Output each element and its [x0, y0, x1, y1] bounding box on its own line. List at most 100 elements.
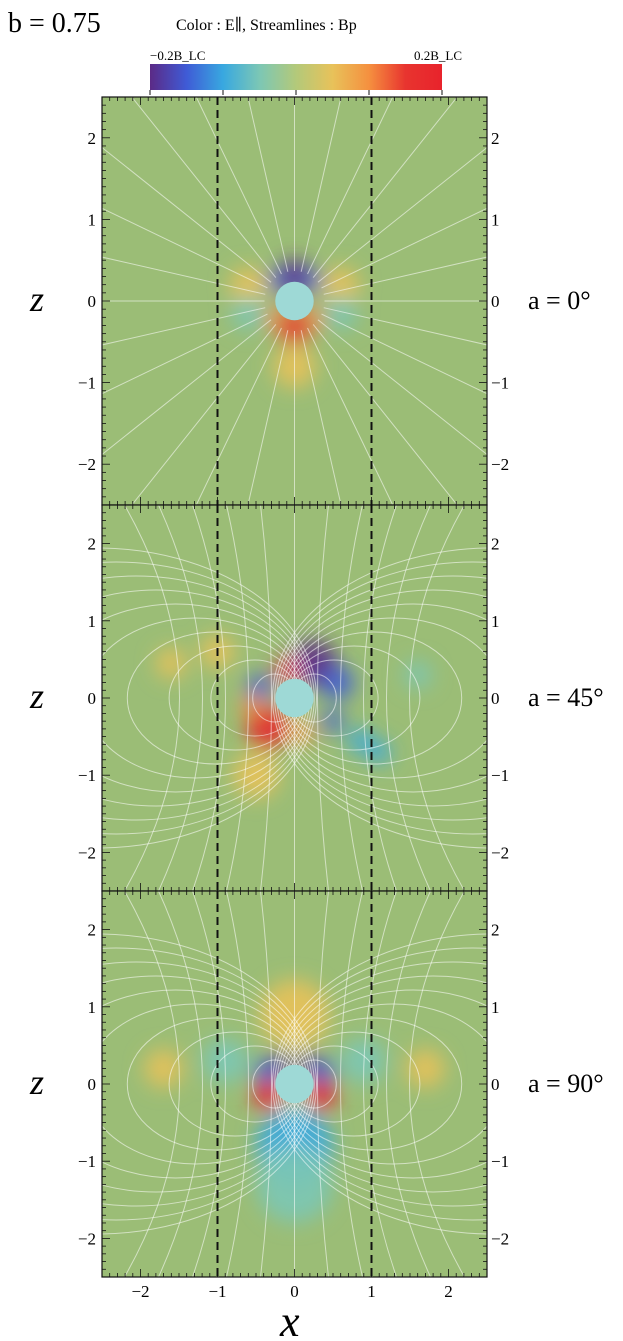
- field-blob: [406, 1049, 445, 1088]
- streamline: [363, 505, 397, 891]
- star-disk: [275, 678, 314, 718]
- panel-title: a = 45°: [528, 683, 604, 712]
- x-tick-label: 0: [290, 1282, 299, 1301]
- streamline: [102, 319, 272, 456]
- colorbar-gradient: [150, 64, 442, 90]
- streamline: [317, 146, 487, 283]
- streamline: [272, 547, 487, 849]
- y-tick-label: 1: [88, 210, 97, 229]
- axis-ticks: [101, 96, 488, 506]
- streamline: [102, 547, 317, 849]
- field-blob: [347, 728, 373, 753]
- streamline: [409, 891, 465, 1277]
- streamline: [195, 97, 282, 275]
- streamline: [102, 933, 317, 1235]
- field-blob: [231, 296, 266, 331]
- panel-plot-area: [102, 891, 487, 1277]
- streamline: [102, 146, 272, 283]
- streamline: [340, 505, 363, 891]
- y-tick-label: 0: [88, 689, 97, 708]
- streamline: [158, 505, 203, 891]
- field-blob: [277, 310, 312, 345]
- right-tick-label: −2: [491, 843, 509, 862]
- y-tick-label: −1: [78, 374, 96, 393]
- y-tick-label: 0: [88, 292, 97, 311]
- field-blob: [321, 267, 360, 306]
- y-tick-label: 2: [88, 535, 97, 554]
- streamline: [272, 933, 487, 1235]
- y-tick-label: −1: [78, 1152, 96, 1171]
- streamline: [260, 505, 272, 891]
- right-tick-label: 0: [491, 689, 500, 708]
- streamline: [312, 324, 458, 505]
- streamline: [274, 947, 487, 1221]
- streamline: [226, 891, 249, 1277]
- streamline: [300, 330, 342, 505]
- y-tick-label: −2: [78, 1229, 96, 1248]
- x-tick-label: 1: [367, 1282, 376, 1301]
- axis-ticks: [101, 890, 488, 1278]
- streamlines: [102, 891, 487, 1277]
- streamline: [321, 313, 487, 395]
- y-tick-label: 1: [88, 612, 97, 631]
- star-disk: [275, 281, 314, 321]
- streamline: [386, 505, 431, 891]
- streamline: [307, 327, 394, 505]
- panel-plot-area: [102, 505, 487, 891]
- streamline: [317, 319, 487, 456]
- field-blob: [323, 296, 358, 331]
- colorbar-min-label: −0.2B_LC: [150, 48, 205, 63]
- y-tick-label: 1: [88, 998, 97, 1017]
- field-blob: [319, 665, 354, 700]
- streamline: [260, 891, 272, 1277]
- y-tick-label: −2: [78, 843, 96, 862]
- y-axis-label: z: [29, 279, 44, 319]
- field-blob: [155, 647, 187, 679]
- x-tick-label: −2: [131, 1282, 149, 1301]
- right-tick-label: 2: [491, 535, 500, 554]
- right-tick-label: 2: [491, 921, 500, 940]
- streamline: [321, 207, 487, 289]
- panel-plot-area: [102, 97, 487, 505]
- streamline: [124, 891, 180, 1277]
- streamline: [158, 891, 203, 1277]
- y-tick-label: −2: [78, 455, 96, 474]
- x-tick-label: −1: [208, 1282, 226, 1301]
- streamline: [102, 561, 315, 835]
- panel-0: −2 −1 0 1 2 −2 −1 0 1 2 z a = 0°: [29, 96, 591, 506]
- right-tick-label: 0: [491, 1075, 500, 1094]
- right-tick-label: −1: [491, 374, 509, 393]
- streamline: [386, 891, 431, 1277]
- right-tick-label: −1: [491, 766, 509, 785]
- y-tick-label: 2: [88, 129, 97, 148]
- panel-title: a = 0°: [528, 286, 591, 315]
- field-blob: [229, 267, 268, 306]
- streamline: [192, 505, 226, 891]
- right-tick-label: 1: [491, 210, 500, 229]
- field-blob: [144, 1049, 183, 1088]
- axis-ticks: [101, 504, 488, 892]
- streamline: [124, 505, 180, 891]
- streamline: [226, 505, 249, 891]
- streamline: [247, 330, 289, 505]
- star-disk: [275, 1064, 314, 1104]
- param-label: b = 0.75: [8, 8, 101, 39]
- streamline: [192, 891, 226, 1277]
- streamline: [300, 97, 342, 272]
- right-tick-label: 1: [491, 612, 500, 631]
- right-tick-label: −2: [491, 1229, 509, 1248]
- streamline: [131, 97, 277, 278]
- y-tick-label: 0: [88, 1075, 97, 1094]
- x-tick-label: 2: [444, 1282, 453, 1301]
- streamline: [195, 327, 282, 505]
- legend-text: Color : E∥, Streamlines : Bp: [176, 16, 357, 34]
- panels: −2 −1 0 1 2 −2 −1 0 1 2 z a = 0° −2 −1 0 1 2 −2 −1 0 1 2 z a = …: [29, 96, 604, 1301]
- streamline: [102, 207, 268, 289]
- streamline: [274, 561, 487, 835]
- y-axis-label: z: [29, 676, 44, 716]
- y-tick-label: 2: [88, 921, 97, 940]
- field-blob: [240, 694, 264, 718]
- streamline: [312, 97, 458, 278]
- y-axis-label: z: [29, 1062, 44, 1102]
